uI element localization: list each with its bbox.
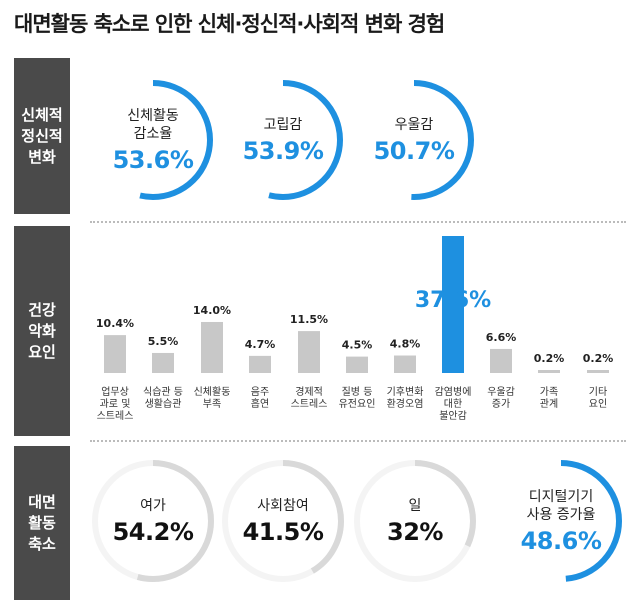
category-label: 부족 [203, 398, 221, 410]
bar [104, 335, 126, 373]
gauge-value: 53.9% [242, 136, 324, 165]
gauge-label: 감소율 [133, 125, 173, 142]
bar [490, 348, 512, 373]
bar-value-label: 11.5% [290, 313, 328, 326]
bar-value-label: 5.5% [148, 335, 179, 348]
category-label: 스트레스 [97, 410, 134, 422]
bar-value-label: 37.6% [415, 288, 491, 313]
category-label: 생활습관 [145, 397, 182, 410]
gauge-arc [354, 80, 474, 200]
bar [394, 355, 416, 373]
bar-value-label: 4.8% [390, 338, 421, 351]
bar-value-label: 4.7% [245, 338, 276, 351]
bar-value-label: 10.4% [96, 317, 134, 330]
category-label: 증가 [492, 398, 510, 410]
category-label: 스트레스 [291, 398, 328, 410]
bar [298, 331, 320, 373]
section-label-health: 건강 악화 요인 [14, 226, 70, 436]
gauge-arc [222, 460, 344, 582]
gauge-bottom-circles-3: 디지털기기 사용 증가율 48.6% [499, 459, 623, 583]
gauge-label: 디지털기기 [528, 488, 594, 505]
category-label: 질병 등 [342, 386, 373, 398]
gauge-ring [93, 80, 213, 200]
gauge-label: 신체활동 [127, 107, 179, 124]
gauge-bottom-circles-1: 사회참여 41.5% [221, 459, 345, 583]
category-label: 업무상 [101, 385, 129, 398]
gauge-value: 54.2% [112, 517, 194, 546]
category-label: 감염병에 [435, 386, 472, 398]
divider [90, 440, 626, 442]
gauge-arc [500, 460, 622, 582]
gauge-arc [354, 460, 476, 582]
gauge-label: 여가 [140, 497, 166, 514]
category-label: 음주 [251, 386, 269, 398]
category-label: 과로 및 [100, 398, 131, 410]
bar [587, 370, 609, 373]
category-label: 기타 [589, 386, 607, 398]
bar [346, 356, 368, 373]
gauge-ring [354, 460, 476, 582]
bar-value-label: 4.5% [342, 339, 373, 352]
bar-value-label: 6.6% [486, 331, 517, 344]
page-title: 대면활동 축소로 인한 신체·정신적·사회적 변화 경험 [14, 12, 445, 36]
bar [201, 321, 223, 373]
bar [442, 236, 464, 373]
category-label: 유전요인 [339, 398, 376, 410]
gauge-ring [223, 80, 343, 200]
section-label-physical: 신체적 정신적 변화 [14, 58, 70, 214]
gauge-arc [93, 80, 213, 200]
bar-value-label: 0.2% [583, 352, 614, 365]
gauge-value: 53.6% [112, 145, 194, 174]
gauge-bottom-circles-0: 여가 54.2% [91, 459, 215, 583]
category-label: 우울감 [487, 386, 515, 398]
gauge-ring [92, 460, 214, 582]
section-label-reduction: 대면 활동 축소 [14, 446, 70, 600]
category-label: 불안감 [439, 410, 467, 422]
gauge-arc [92, 460, 214, 582]
divider [90, 221, 626, 223]
category-label: 요인 [589, 398, 607, 410]
bar [152, 352, 174, 373]
bar-value-label: 0.2% [534, 352, 565, 365]
category-label: 환경오염 [387, 397, 424, 410]
gauge-value: 50.7% [373, 136, 455, 165]
gauge-label: 일 [408, 497, 422, 514]
gauge-label: 우울감 [394, 116, 434, 133]
gauge-value: 41.5% [242, 517, 324, 546]
gauge-ring [354, 80, 474, 200]
gauge-value: 48.6% [520, 526, 602, 555]
category-label: 경제적 [295, 385, 323, 398]
gauge-top-circles-0: 신체활동 감소율 53.6% [92, 79, 214, 201]
gauge-top-circles-1: 고립감 53.9% [222, 79, 344, 201]
gauge-bottom-circles-2: 일 32% [353, 459, 477, 583]
category-label: 신체활동 [194, 385, 231, 398]
category-label: 식습관 등 [143, 386, 183, 398]
bar-value-label: 14.0% [193, 304, 231, 317]
category-label: 기후변화 [387, 386, 424, 398]
gauge-label: 사용 증가율 [526, 506, 596, 523]
bar [538, 370, 560, 373]
gauge-value: 32% [387, 517, 443, 546]
gauge-label: 사회참여 [257, 497, 309, 514]
category-label: 대한 [444, 398, 462, 410]
category-label: 흡연 [251, 397, 269, 410]
gauge-arc [223, 80, 343, 200]
category-label: 관계 [540, 398, 558, 410]
gauge-ring [500, 460, 622, 582]
gauge-label: 고립감 [263, 116, 303, 133]
bar [249, 355, 271, 373]
gauge-top-circles-2: 우울감 50.7% [353, 79, 475, 201]
gauge-ring [222, 460, 344, 582]
category-label: 가족 [540, 386, 558, 398]
